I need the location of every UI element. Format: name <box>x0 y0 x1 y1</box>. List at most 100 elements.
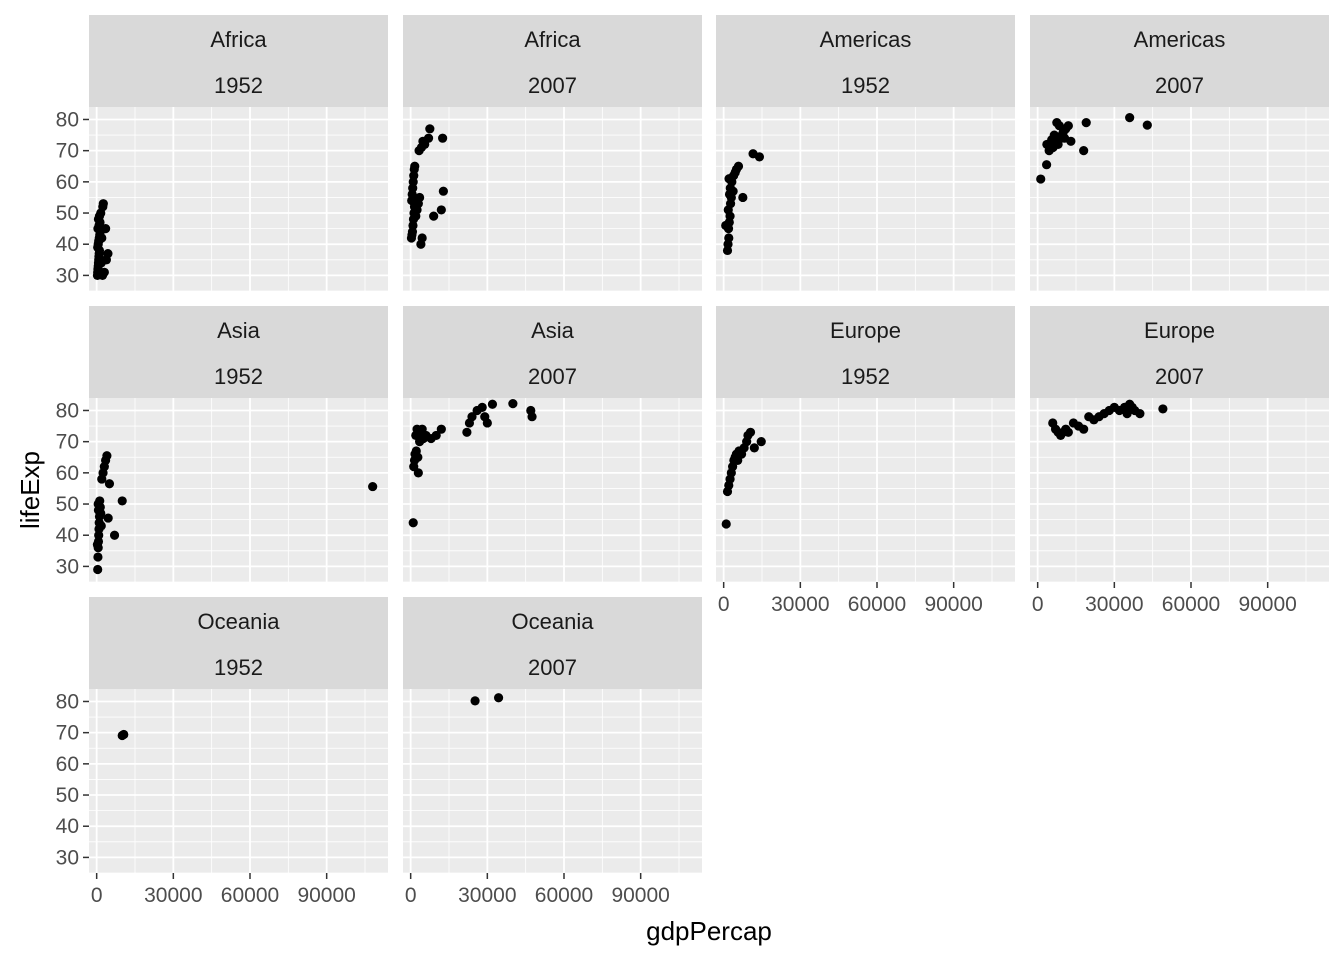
y-tick-label: 30 <box>56 555 79 578</box>
y-tick-label: 50 <box>56 784 79 807</box>
x-tick-label: 30000 <box>771 593 829 616</box>
data-point <box>1063 427 1073 437</box>
panel-background <box>716 107 1015 291</box>
x-axis-title: gdpPercap <box>646 916 772 946</box>
data-point <box>103 513 113 523</box>
x-tick-label: 60000 <box>848 593 906 616</box>
y-tick-label: 60 <box>56 753 79 776</box>
y-tick-label: 40 <box>56 233 79 256</box>
data-point <box>724 174 734 184</box>
data-point <box>438 186 448 196</box>
facet-strip-continent: Oceania <box>198 609 281 634</box>
x-tick-label: 90000 <box>297 884 355 907</box>
y-tick-label: 30 <box>56 846 79 869</box>
data-point <box>745 427 756 437</box>
y-axis-title: lifeExp <box>15 451 45 529</box>
facet-strip <box>89 597 388 689</box>
data-point <box>721 519 731 529</box>
facet-strip-year: 2007 <box>528 73 577 98</box>
y-tick-label: 60 <box>56 462 79 485</box>
facet-strip-year: 2007 <box>528 655 577 680</box>
data-point <box>721 220 731 231</box>
data-point <box>754 152 765 162</box>
facet-strip-year: 1952 <box>214 73 263 98</box>
facet-strip <box>716 306 1015 398</box>
facet-strip-year: 1952 <box>214 655 263 680</box>
x-tick-label: 30000 <box>1085 593 1143 616</box>
facet-panel: Oceania 2007 0 30000 60000 90000 <box>403 597 702 907</box>
data-point <box>1142 120 1152 130</box>
data-point <box>1135 408 1145 419</box>
data-point <box>93 564 103 575</box>
data-point <box>415 192 425 203</box>
data-point <box>413 468 423 478</box>
data-point <box>527 412 537 422</box>
y-tick-label: 30 <box>56 264 79 287</box>
data-point <box>462 427 472 437</box>
data-point <box>98 199 108 209</box>
facet-strip-continent: Oceania <box>512 609 595 634</box>
x-tick-label: 0 <box>718 593 730 616</box>
data-point <box>431 430 441 441</box>
facet-strip-continent: Asia <box>531 318 575 343</box>
data-point <box>493 693 504 703</box>
data-point <box>733 161 744 171</box>
data-point <box>92 539 103 550</box>
facet-strip <box>89 15 388 107</box>
data-point <box>508 399 518 409</box>
x-tick-label: 90000 <box>1238 593 1296 616</box>
facet-panel: Oceania 1952 30 40 50 60 70 80 0 30000 60000 90000 <box>56 597 388 907</box>
panel-background <box>89 689 388 873</box>
x-tick-label: 60000 <box>221 884 279 907</box>
y-tick-label: 40 <box>56 524 79 547</box>
data-point <box>1158 404 1168 414</box>
data-point <box>724 233 734 243</box>
facet-strip-continent: Africa <box>524 27 581 52</box>
data-point <box>756 437 766 447</box>
x-tick-label: 60000 <box>1162 593 1220 616</box>
panel-background <box>716 398 1015 582</box>
x-tick-label: 0 <box>1032 593 1044 616</box>
x-tick-label: 60000 <box>535 884 593 907</box>
data-point <box>738 192 748 203</box>
data-point <box>1079 146 1089 156</box>
facet-strip-year: 1952 <box>214 364 263 389</box>
y-tick-label: 60 <box>56 171 79 194</box>
data-point <box>119 729 129 740</box>
data-point <box>102 451 112 461</box>
x-tick-label: 90000 <box>924 593 982 616</box>
data-point <box>96 258 106 268</box>
facet-strip <box>403 597 702 689</box>
facet-strip-continent: Americas <box>1134 27 1226 52</box>
data-point <box>101 224 111 234</box>
facet-panel: Asia 1952 30 40 50 60 70 80 <box>56 306 388 583</box>
data-point <box>1047 135 1057 145</box>
data-point <box>1054 121 1064 131</box>
data-point <box>1036 174 1046 184</box>
facet-strip-continent: Europe <box>1144 318 1215 343</box>
data-point <box>96 521 106 531</box>
data-point <box>418 136 428 146</box>
panel-background <box>89 398 388 582</box>
facet-panel: Europe 1952 0 30000 60000 90000 <box>716 306 1015 616</box>
x-tick-label: 0 <box>405 884 417 907</box>
data-point <box>117 496 127 506</box>
facet-strip-year: 1952 <box>841 73 890 98</box>
facet-strip-year: 2007 <box>528 364 577 389</box>
x-tick-label: 90000 <box>611 884 669 907</box>
y-tick-label: 40 <box>56 815 79 838</box>
facet-strip-continent: Europe <box>830 318 901 343</box>
data-point <box>467 412 477 422</box>
facet-panel: Europe 2007 0 30000 60000 90000 <box>1030 306 1329 616</box>
data-point <box>1063 121 1073 131</box>
data-point <box>1042 160 1052 170</box>
panel-background <box>403 107 702 291</box>
facet-panel: Americas 1952 <box>716 15 1015 292</box>
data-point <box>470 696 480 706</box>
facet-strip-year: 2007 <box>1155 73 1204 98</box>
data-point <box>429 211 439 221</box>
facet-strip <box>89 306 388 398</box>
y-tick-label: 50 <box>56 493 79 516</box>
facet-strip-year: 1952 <box>841 364 890 389</box>
